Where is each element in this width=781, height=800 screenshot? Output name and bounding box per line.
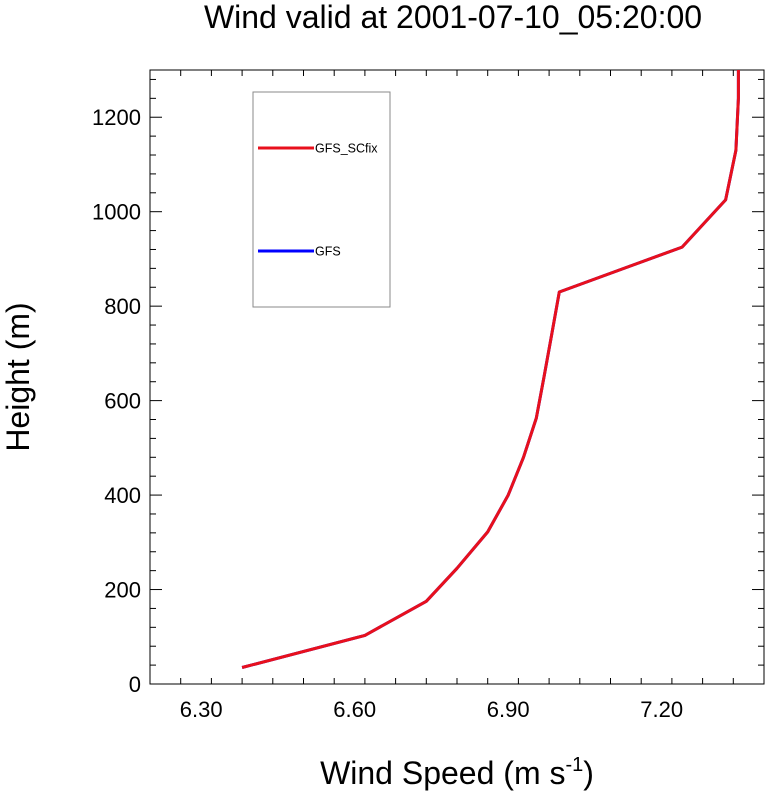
axis-ticks — [149, 70, 765, 685]
chart-title: Wind valid at 2001-07-10_05:20:00 — [204, 0, 702, 35]
x-axis-label-main: Wind Speed (m s — [320, 755, 565, 791]
legend-box — [252, 91, 391, 308]
y-tick-labels: 0 200 400 600 800 1000 1200 — [92, 105, 141, 697]
y-tick-label: 800 — [104, 294, 141, 319]
y-axis-label: Height (m) — [0, 302, 36, 451]
series-layer — [241, 70, 740, 669]
legend-items: GFS_SCfix GFS — [258, 142, 378, 259]
x-tick-label: 7.20 — [640, 697, 683, 722]
y-tick-label: 400 — [104, 483, 141, 508]
x-tick-label: 6.60 — [333, 697, 376, 722]
y-tick-label: 200 — [104, 578, 141, 603]
x-axis-label-superscript: -1 — [565, 754, 583, 776]
plot-frame — [149, 69, 765, 685]
series-line-gfs-scfix — [241, 70, 740, 669]
y-tick-label: 0 — [129, 672, 141, 697]
x-axis-label-suffix: ) — [583, 755, 594, 791]
legend-label: GFS_SCfix — [315, 142, 378, 156]
x-axis-label: Wind Speed (m s-1) — [320, 754, 594, 791]
y-tick-label: 600 — [104, 389, 141, 414]
x-tick-labels: 6.30 6.60 6.90 7.20 — [180, 697, 683, 722]
legend: GFS_SCfix GFS — [252, 91, 391, 308]
y-tick-label: 1000 — [92, 200, 141, 225]
x-tick-label: 6.30 — [180, 697, 223, 722]
legend-label: GFS — [315, 245, 341, 259]
y-tick-label: 1200 — [92, 105, 141, 130]
x-tick-label: 6.90 — [487, 697, 530, 722]
